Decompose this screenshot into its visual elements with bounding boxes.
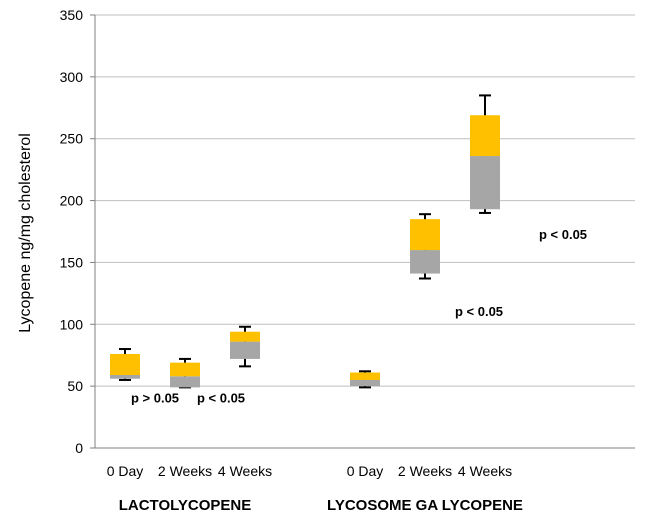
x-tick-label: 4 Weeks	[458, 463, 512, 479]
box-lower	[470, 156, 500, 210]
box-lower	[410, 250, 440, 274]
annotations: p > 0.05 p < 0.05 p < 0.05 p < 0.05	[131, 227, 587, 405]
box-upper	[110, 353, 140, 376]
y-tick-label: 250	[60, 131, 84, 147]
y-tick-label: 150	[60, 254, 84, 270]
box-lower	[170, 376, 200, 388]
box-upper	[170, 362, 200, 377]
box-lower	[230, 341, 260, 359]
p-value-annotation: p < 0.05	[455, 304, 503, 319]
p-value-annotation: p > 0.05	[131, 391, 179, 406]
x-tick-label: 0 Day	[107, 463, 144, 479]
box-upper	[470, 115, 500, 157]
p-value-annotation: p < 0.05	[197, 391, 245, 406]
y-tick-label: 0	[75, 440, 83, 456]
box-lower	[350, 379, 380, 387]
box-upper	[230, 331, 260, 342]
box-upper	[410, 219, 440, 251]
y-tick-label: 200	[60, 193, 84, 209]
boxes	[110, 94, 500, 389]
group-label: LACTOLYCOPENE	[119, 497, 252, 514]
x-tick-label: 2 Weeks	[398, 463, 452, 479]
x-tick-label: 0 Day	[347, 463, 384, 479]
group-labels: LACTOLYCOPENE LYCOSOME GA LYCOPENE	[119, 497, 523, 514]
y-tick-label: 50	[67, 378, 83, 394]
y-tick-label: 100	[60, 316, 84, 332]
p-value-annotation: p < 0.05	[539, 227, 587, 242]
y-tick-label: 350	[60, 7, 84, 23]
x-tick-label: 4 Weeks	[218, 463, 272, 479]
y-tick-label: 300	[60, 69, 84, 85]
group-label: LYCOSOME GA LYCOPENE	[327, 497, 523, 514]
x-tick-labels: 0 Day 2 Weeks 4 Weeks 0 Day 2 Weeks 4 Weeks	[107, 463, 512, 479]
box-lower	[110, 375, 140, 379]
y-tick-labels: 0 50 100 150 200 250 300 350	[60, 7, 84, 456]
x-tick-label: 2 Weeks	[158, 463, 212, 479]
y-axis-title: Lycopene ng/mg cholesterol	[17, 133, 34, 333]
box-upper	[350, 372, 380, 380]
